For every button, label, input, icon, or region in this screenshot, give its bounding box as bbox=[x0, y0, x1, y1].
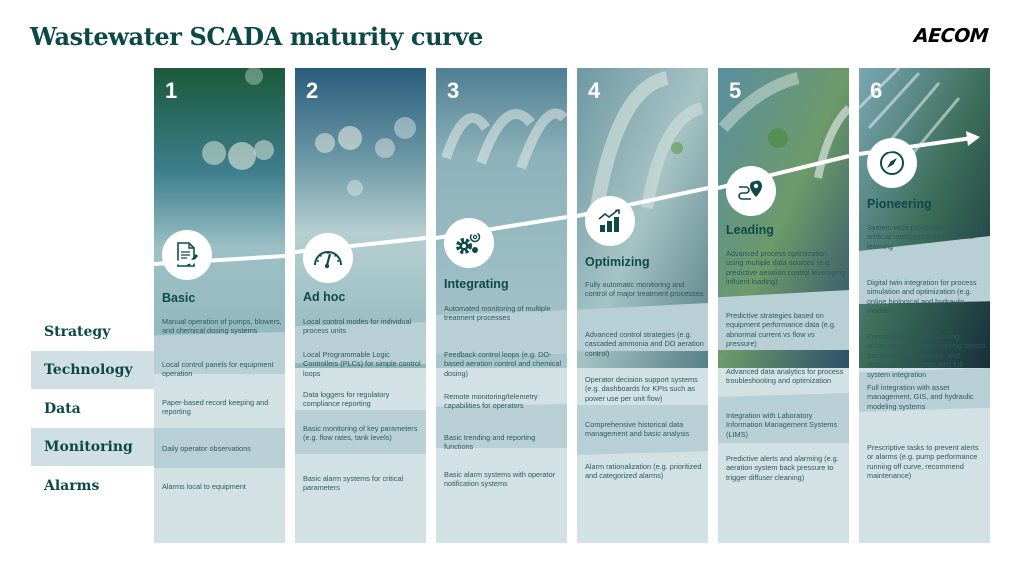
band-technology bbox=[577, 303, 708, 351]
cell-technology: Local control panels for equipment opera… bbox=[162, 360, 274, 379]
cell-monitoring: Full integration with asset management, … bbox=[867, 383, 974, 411]
stage-number: 6 bbox=[870, 78, 883, 103]
aecom-logo: AECOM bbox=[913, 25, 989, 47]
row-label-data: Data bbox=[44, 401, 81, 417]
cell-monitoring: Basic monitoring of key parameters (e.g.… bbox=[303, 424, 418, 443]
band-monitoring bbox=[718, 393, 849, 443]
stage-name: Pioneering bbox=[867, 197, 932, 211]
row-label-strategy: Strategy bbox=[44, 324, 111, 340]
band-technology bbox=[295, 322, 426, 364]
stage-icon-circle bbox=[726, 166, 776, 216]
cell-strategy: Automated monitoring of multiple treatme… bbox=[444, 304, 551, 323]
cell-alarms: Prescriptive tasks to prevent alerts or … bbox=[867, 443, 979, 481]
stage-name: Ad hoc bbox=[303, 290, 346, 304]
cell-data: Remote monitoring/telemetry capabilities… bbox=[444, 392, 538, 411]
cell-monitoring: Basic trending and reporting functions bbox=[444, 433, 536, 452]
cell-technology: Local Programmable Logic Controllers (PL… bbox=[303, 350, 421, 378]
cell-data: Data loggers for regulatory compliance r… bbox=[303, 390, 390, 409]
row-label-monitoring: Monitoring bbox=[31, 428, 156, 466]
growth-chart-icon bbox=[598, 209, 620, 232]
stage-column-6: 6 Pioneering System-wide proactive contr… bbox=[859, 68, 990, 543]
cell-alarms: Basic alarm systems with operator notifi… bbox=[444, 470, 556, 489]
cell-technology: Predictive strategies based on equipment… bbox=[726, 311, 836, 349]
band-technology bbox=[436, 310, 567, 354]
stage-column-2: 2 Ad hoc Local control modes for individ… bbox=[295, 68, 426, 543]
stage-number: 4 bbox=[588, 78, 601, 103]
band-monitoring bbox=[436, 404, 567, 448]
cell-data: Paper-based record keeping and reporting bbox=[162, 398, 269, 417]
cell-alarms: Alarms local to equipment bbox=[162, 482, 246, 491]
band-monitoring bbox=[154, 428, 285, 468]
gauge-icon bbox=[314, 251, 342, 269]
stage-number: 3 bbox=[447, 78, 460, 103]
route-pin-icon bbox=[738, 180, 762, 200]
stage-name: Basic bbox=[162, 291, 196, 305]
stage-number: 5 bbox=[729, 78, 742, 103]
stage-column-5: 5 Leading Advanced process optimization … bbox=[718, 68, 849, 543]
band-technology bbox=[154, 332, 285, 374]
cell-data: Prescriptive analytics driving autonomou… bbox=[867, 332, 986, 379]
cell-monitoring: Daily operator observations bbox=[162, 444, 251, 453]
stage-icon-circle bbox=[303, 233, 353, 283]
water-photo bbox=[859, 68, 990, 368]
row-label-alarms: Alarms bbox=[44, 478, 100, 494]
gears-icon bbox=[456, 231, 481, 254]
stage-column-1: 1 Basic Manual operation of pumps, blowe… bbox=[154, 68, 285, 543]
page-title: Wastewater SCADA maturity curve bbox=[30, 22, 483, 51]
stage-name: Leading bbox=[726, 223, 774, 237]
cell-strategy: Fully automatic monitoring and control o… bbox=[585, 280, 704, 299]
stage-icon-circle bbox=[867, 138, 917, 188]
compass-icon bbox=[880, 151, 904, 175]
document-edit-icon bbox=[177, 242, 198, 267]
cell-technology: Digital twin integration for process sim… bbox=[867, 278, 977, 316]
band-monitoring bbox=[859, 368, 990, 412]
cell-data: Operator decision support systems (e.g. … bbox=[585, 375, 698, 403]
cell-technology: Advanced control strategies (e.g. cascad… bbox=[585, 330, 704, 358]
cell-strategy: Local control modes for individual proce… bbox=[303, 317, 412, 336]
cell-strategy: System-wide proactive control using arti… bbox=[867, 223, 984, 251]
stage-number: 1 bbox=[165, 78, 178, 103]
stage-icon-circle bbox=[585, 196, 635, 246]
cell-alarms: Predictive alerts and alarming (e.g. aer… bbox=[726, 454, 839, 482]
stage-column-4: 4 Optimizing Fully automatic monitoring … bbox=[577, 68, 708, 543]
cell-strategy: Advanced process optimization using mult… bbox=[726, 249, 846, 287]
band-technology bbox=[718, 290, 849, 350]
cell-data: Advanced data analytics for process trou… bbox=[726, 367, 844, 386]
cell-strategy: Manual operation of pumps, blowers, and … bbox=[162, 317, 282, 336]
stage-icon-circle bbox=[444, 218, 494, 268]
band-monitoring bbox=[295, 410, 426, 454]
stage-column-3: 3 Integrating Automated monitoring of mu… bbox=[436, 68, 567, 543]
band-monitoring bbox=[577, 405, 708, 455]
cell-alarms: Basic alarm systems for critical paramet… bbox=[303, 474, 404, 493]
row-label-technology: Technology bbox=[31, 351, 156, 389]
cell-monitoring: Integration with Laboratory Information … bbox=[726, 411, 838, 439]
cell-technology: Feedback control loops (e.g. DO-based ae… bbox=[444, 350, 562, 378]
stage-icon-circle bbox=[162, 230, 212, 280]
stage-name: Integrating bbox=[444, 277, 509, 291]
cell-monitoring: Comprehensive historical data management… bbox=[585, 420, 690, 439]
stage-number: 2 bbox=[306, 78, 319, 103]
cell-alarms: Alarm rationalization (e.g. prioritized … bbox=[585, 462, 702, 481]
stage-name: Optimizing bbox=[585, 255, 650, 269]
